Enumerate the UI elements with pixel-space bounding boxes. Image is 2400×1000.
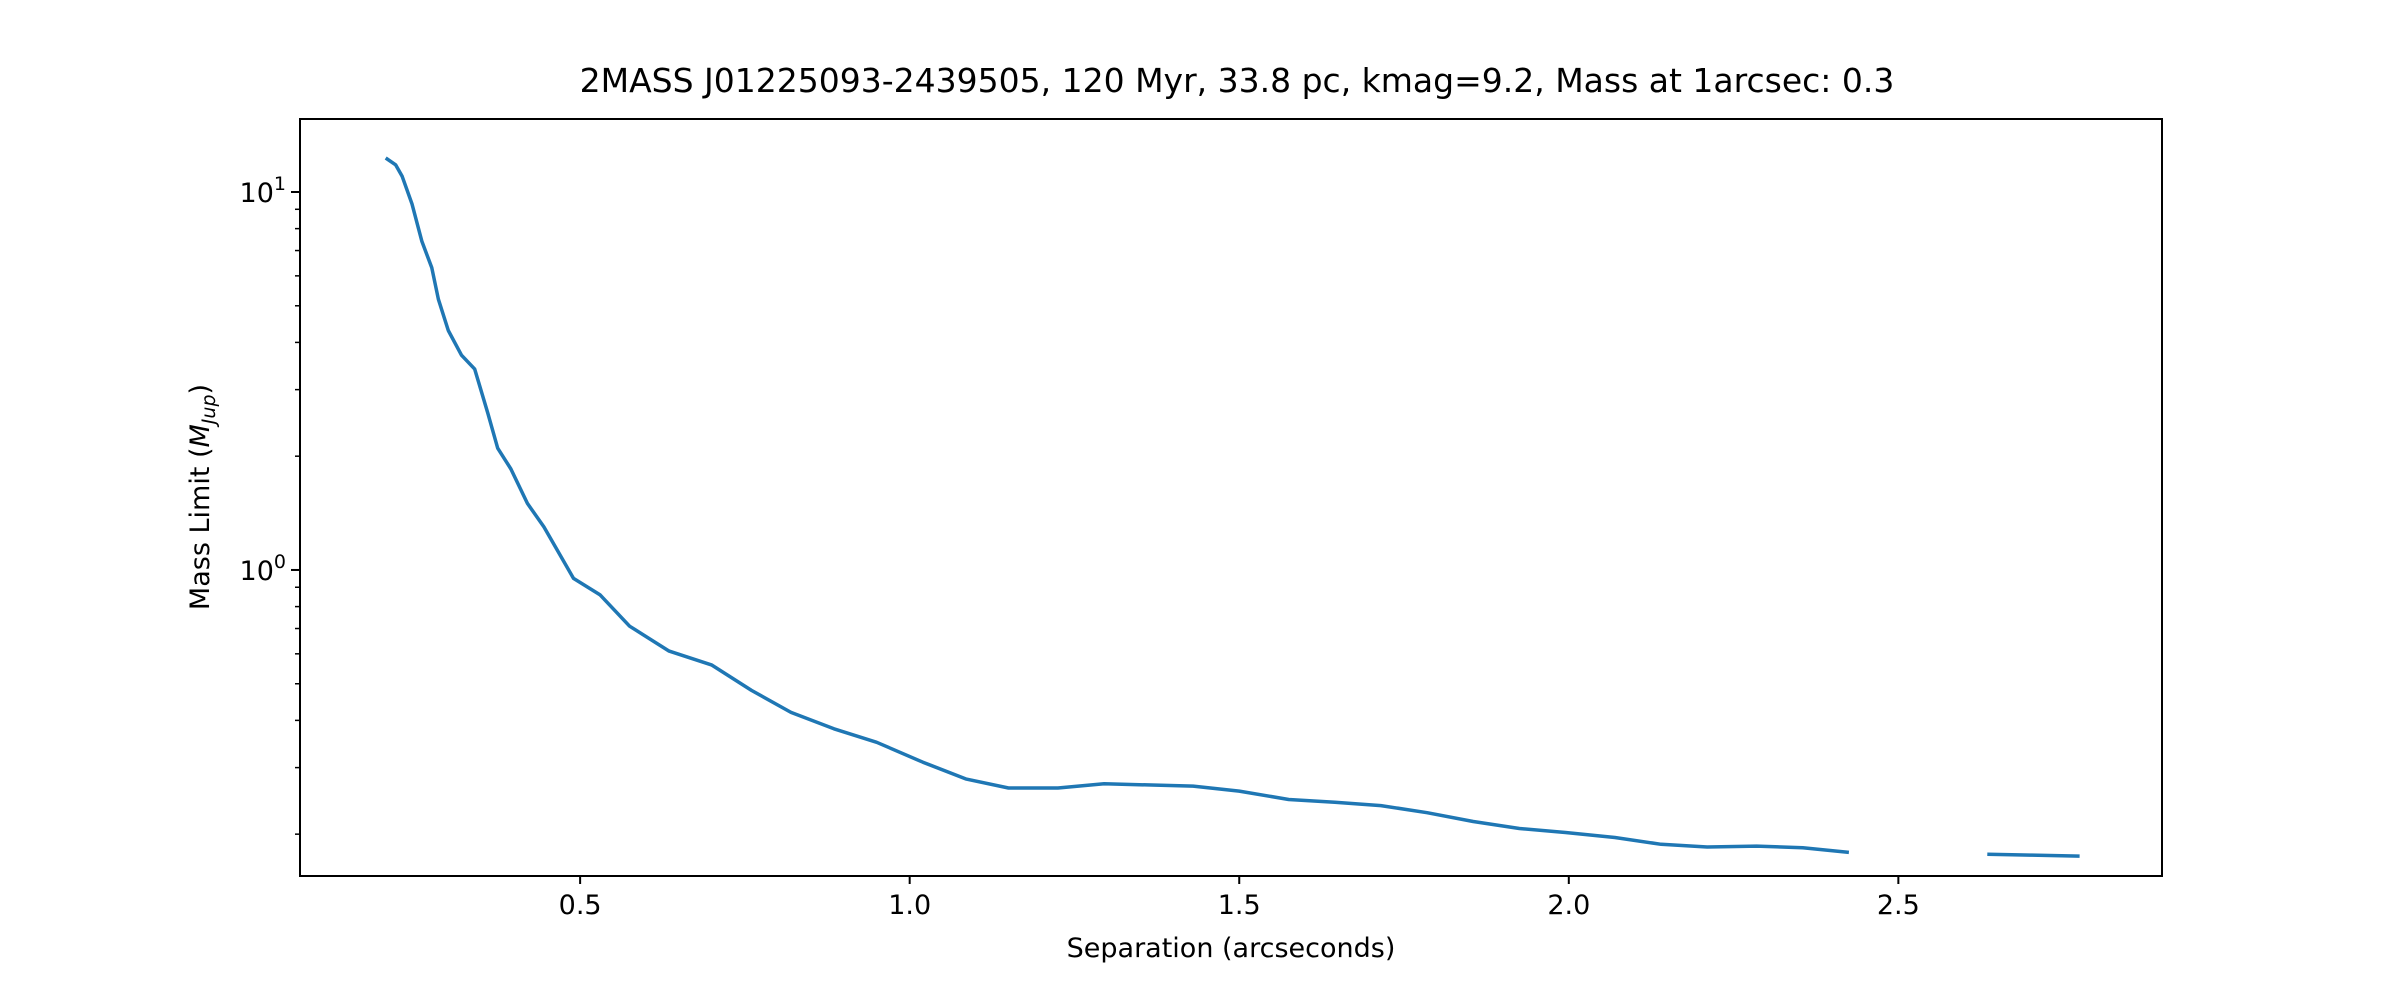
- y-axis-label-suffix: ): [185, 384, 216, 395]
- axes-frame: [299, 118, 2163, 877]
- series-line-segment: [384, 156, 1850, 855]
- x-tick-label: 2.0: [1547, 890, 1590, 921]
- y-tick-label: 100: [240, 551, 286, 587]
- x-tick-label: 0.5: [559, 890, 602, 921]
- y-axis-label-subscript: Jup: [198, 394, 220, 428]
- x-tick-label: 1.5: [1218, 890, 1261, 921]
- series-line-segment: [1987, 852, 2080, 858]
- plot-area: [384, 156, 2080, 858]
- y-tick-label: 101: [240, 173, 286, 209]
- x-axis-label: Separation (arcseconds): [1067, 933, 1396, 964]
- x-tick-label: 2.5: [1877, 890, 1920, 921]
- y-axis-label: Mass Limit (MJup): [185, 384, 220, 610]
- x-axis: 0.5 1.0 1.5 2.0 2.5: [559, 876, 1920, 921]
- y-axis: 100 101: [240, 173, 300, 835]
- chart-title: 2MASS J01225093-2439505, 120 Myr, 33.8 p…: [580, 61, 1895, 100]
- x-tick-label: 1.0: [888, 890, 931, 921]
- y-axis-label-prefix: Mass Limit (: [185, 447, 216, 610]
- y-axis-label-symbol: M: [185, 424, 216, 447]
